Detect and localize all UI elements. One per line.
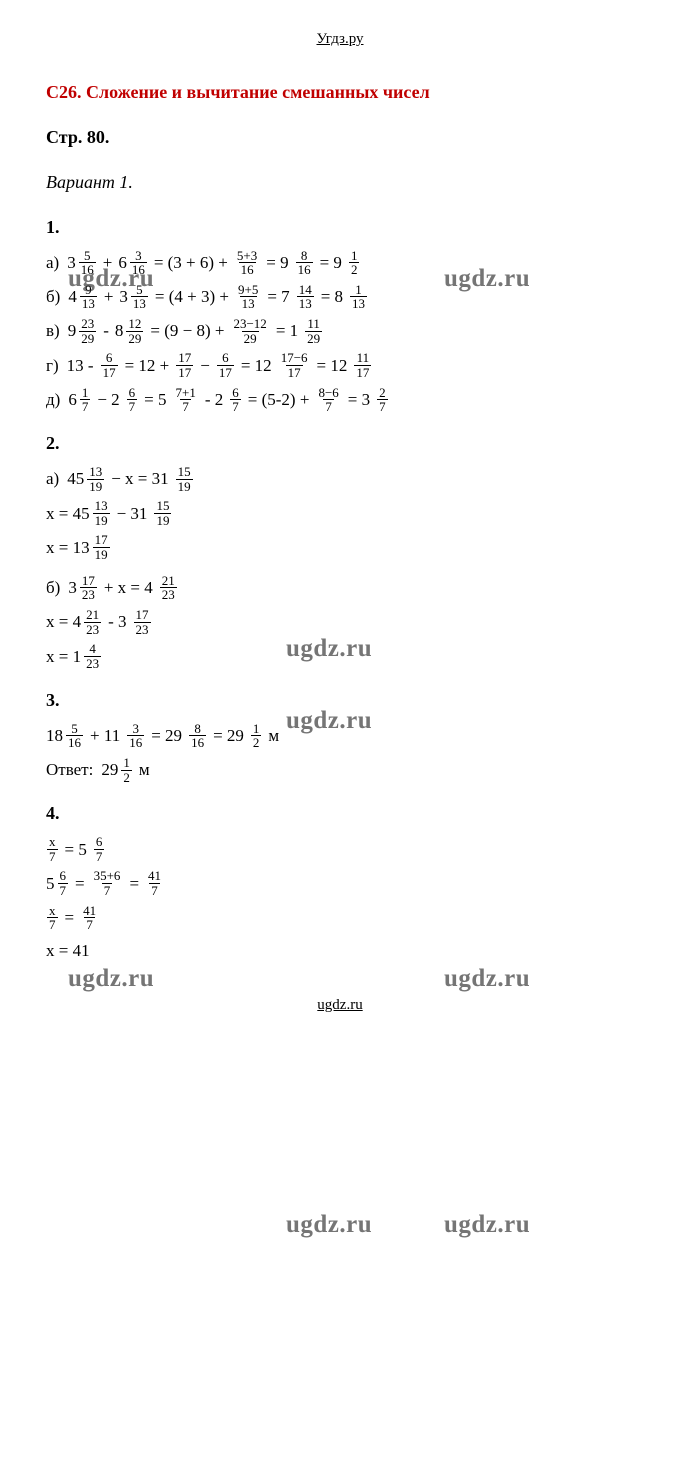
problem-number: 2. [46,430,634,457]
problem-2: 2. а) 45 1319 − x = 31 1519 x = 45 1319 … [46,430,634,671]
section-title: С26. Сложение и вычитание смешанных чисе… [46,79,634,106]
problem-1a: а) 3 516 + 6 316 = (3 + 6) + 5+316 = 9 8… [46,249,634,277]
problem-number: 3. [46,687,634,714]
problem-1g: г) 13 - 617 = 12 + 1717 − 617 = 12 17−61… [46,351,634,379]
header-link: Угдз.ру [46,28,634,51]
variant-label: Вариант 1. [46,169,634,196]
problem-2a: а) 45 1319 − x = 31 1519 x = 45 1319 − 3… [46,465,634,562]
problem-1d: д) 6 17 − 2 67 = 5 7+17 - 2 67 = (5-2) +… [46,386,634,414]
problem-number: 4. [46,800,634,827]
problem-4: 4. x7 = 5 67 5 67 = 35+67 = 417 x7 = 417… [46,800,634,963]
problem-2b: б) 3 1723 + x = 4 2123 x = 4 2123 - 3 17… [46,574,634,671]
problem-1: 1. а) 3 516 + 6 316 = (3 + 6) + 5+316 = … [46,214,634,414]
watermark: ugdz.ru [444,1206,530,1244]
watermark: ugdz.ru [68,960,154,998]
watermark: ugdz.ru [444,960,530,998]
problem-number: 1. [46,214,634,241]
watermark: ugdz.ru [286,1206,372,1244]
problem-1b: б) 4 913 + 3 513 = (4 + 3) + 9+513 = 7 1… [46,283,634,311]
problem-1v: в) 9 2329 - 8 1229 = (9 − 8) + 23−1229 =… [46,317,634,345]
page-label: Стр. 80. [46,124,634,151]
problem-3: 3. 18 516 + 11 316 = 29 816 = 29 12 м От… [46,687,634,785]
footer-link: ugdz.ru [46,994,634,1017]
